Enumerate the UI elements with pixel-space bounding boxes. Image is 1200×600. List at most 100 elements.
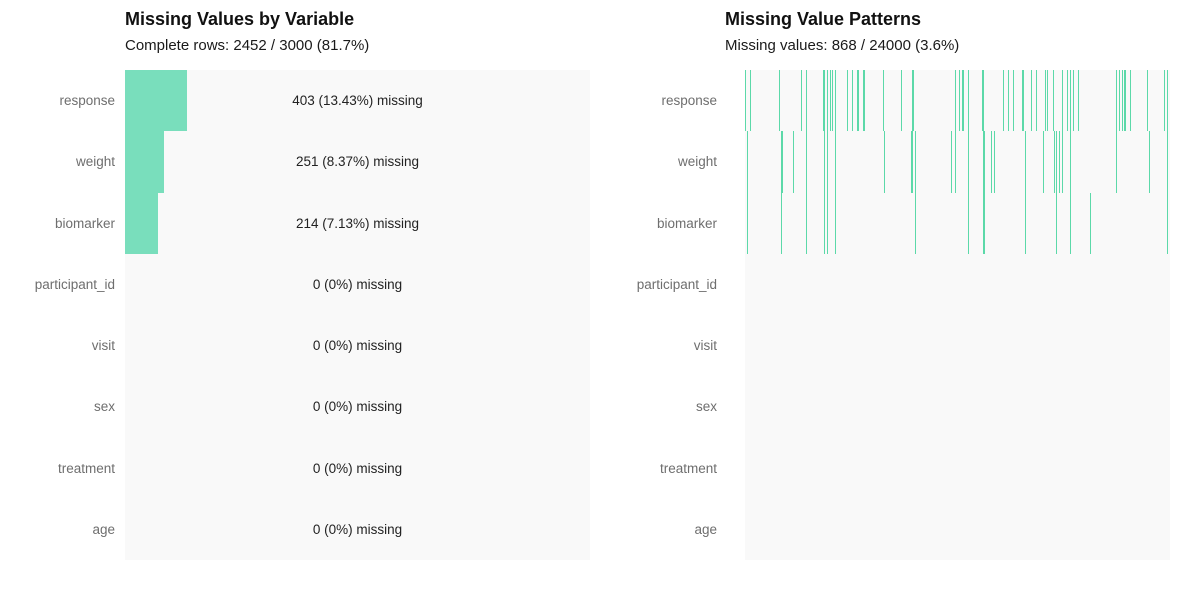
missing-mark [1054,131,1056,193]
missing-mark [824,70,826,132]
missing-mark [1069,131,1071,193]
missing-count-label-participant_id: 0 (0%) missing [312,276,403,292]
missing-mark [847,70,849,132]
missing-count-label-visit: 0 (0%) missing [312,338,403,354]
missing-mark [1031,70,1033,132]
bar-row-participant_id: 0 (0%) missing [125,254,590,315]
missing-mark [746,131,748,193]
missing-mark [829,70,831,132]
missing-count-label-response: 403 (13.43%) missing [292,93,423,109]
missing-count-label-treatment: 0 (0%) missing [312,460,403,476]
missing-mark [1116,70,1118,132]
missing-mark [782,131,784,193]
missing-mark [901,70,903,132]
missing-mark [826,192,828,254]
missing-mark [994,131,996,193]
missing-mark [1056,192,1058,254]
missing-mark [858,70,860,132]
missing-mark [780,192,782,254]
missing-mark [1066,70,1068,132]
row-label-treatment: treatment [57,460,115,476]
pattern-row-response [745,70,1170,132]
missing-bar-biomarker [125,192,159,254]
bar-row-visit: 0 (0%) missing [125,315,590,376]
row-label-participant_id: participant_id [636,276,717,292]
missing-mark [835,192,837,254]
pattern-row-treatment [745,438,1170,499]
right-chart-title: Missing Value Patterns [725,9,922,29]
missing-mark [958,70,960,132]
missing-mark [982,192,985,254]
missing-mark [1036,70,1038,132]
missing-mark [915,192,917,254]
missing-mark [882,70,884,132]
missing-mark [1116,131,1118,193]
row-label-response: response [59,93,115,109]
row-label-biomarker: biomarker [54,215,115,231]
bar-row-response: 403 (13.43%) missing [125,70,590,132]
missing-mark [864,70,866,132]
bar-row-treatment: 0 (0%) missing [125,438,590,499]
row-label-participant_id: participant_id [34,276,115,292]
row-label-weight: weight [75,154,115,170]
missing-mark [884,131,886,193]
bar-row-sex: 0 (0%) missing [125,376,590,437]
pattern-row-participant_id [745,254,1170,315]
missing-mark [1043,131,1045,193]
row-label-age: age [694,521,717,537]
missing-mark [822,70,824,132]
missing-mark [951,131,953,193]
missing-count-label-weight: 251 (8.37%) missing [295,154,420,170]
missing-mark [1024,131,1026,193]
missing-mark [1052,70,1054,132]
missing-mark [963,70,965,132]
missing-bar-response [125,70,188,132]
missing-mark [805,131,807,193]
missing-mark [834,70,836,132]
row-label-visit: visit [693,338,717,354]
missing-mark [1167,70,1169,132]
missing-mark [1003,70,1005,132]
pattern-row-weight [745,131,1170,193]
missing-mark [779,70,781,132]
missing-mark [1167,131,1169,193]
missing-mark [780,131,782,193]
missing-mark [1119,70,1121,132]
missing-mark [1090,192,1092,254]
missing-mark [1123,70,1126,132]
row-label-response: response [661,93,717,109]
missing-mark [1024,192,1026,254]
missing-mark [746,192,748,254]
missing-mark [1122,70,1124,132]
missing-mark [1056,131,1058,193]
row-label-age: age [92,521,115,537]
missing-mark [1077,70,1079,132]
missing-mark [1046,70,1048,132]
missing-count-label-biomarker: 214 (7.13%) missing [295,215,420,231]
missing-mark [1072,70,1074,132]
missing-bar-weight [125,131,164,193]
missing-mark [968,131,970,193]
missing-mark [805,192,807,254]
missing-mark [826,70,828,132]
row-label-weight: weight [677,154,717,170]
left-chart-title: Missing Values by Variable [125,9,355,29]
missing-mark [835,131,837,193]
missing-mark [1070,70,1072,132]
row-label-sex: sex [695,399,717,415]
missing-mark [745,70,747,132]
missing-mark [1061,131,1063,193]
missing-mark [1012,70,1014,132]
missing-mark [856,70,858,132]
missing-mark [990,131,992,193]
missing-mark [1044,70,1046,132]
missing-mark [793,131,795,193]
missing-mark [982,70,984,132]
missing-count-label-age: 0 (0%) missing [312,521,403,537]
missing-mark [968,192,970,254]
row-label-treatment: treatment [659,460,717,476]
missing-mark [967,70,969,132]
missing-mark [1164,70,1166,132]
missing-mark [750,70,752,132]
